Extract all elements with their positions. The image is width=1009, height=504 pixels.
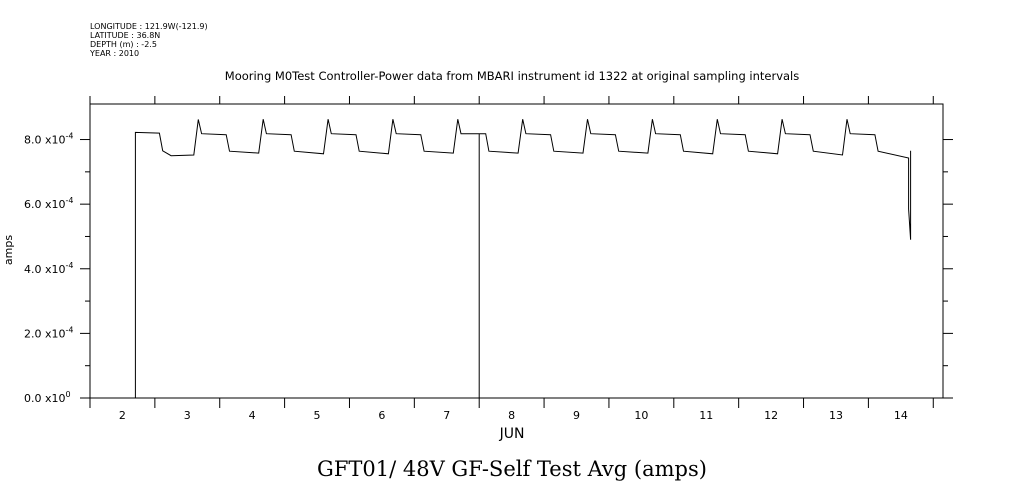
chart-title: Mooring M0Test Controller-Power data fro… xyxy=(225,69,799,83)
chart-subtitle: GFT01/ 48V GF-Self Test Avg (amps) xyxy=(317,457,707,481)
y-tick-label: 6.0 x10-4 xyxy=(24,196,73,211)
x-tick-label: 13 xyxy=(829,409,843,422)
x-tick-label: 4 xyxy=(249,409,256,422)
year-label: YEAR : 2010 xyxy=(90,49,140,58)
x-tick-label: 7 xyxy=(443,409,450,422)
x-tick-label: 11 xyxy=(699,409,713,422)
x-tick-label: 6 xyxy=(378,409,385,422)
latitude-label: LATITUDE : 36.8N xyxy=(90,31,161,40)
y-axis-ticks: 0.0 x100 2.0 x10-4 4.0 x10-4 6.0 x10-4 8.0 x… xyxy=(24,132,953,405)
x-tick-label: 2 xyxy=(119,409,126,422)
y-tick-label: 8.0 x10-4 xyxy=(24,132,73,147)
y-axis-label: amps xyxy=(2,235,15,265)
x-axis-label: JUN xyxy=(499,426,525,442)
x-axis-ticks: 2 3 4 5 6 7 8 9 10 11 12 13 14 xyxy=(89,96,934,422)
y-tick-label: 0.0 x100 xyxy=(24,390,71,405)
x-tick-label: 10 xyxy=(634,409,648,422)
x-tick-label: 14 xyxy=(894,409,908,422)
x-tick-label: 5 xyxy=(314,409,321,422)
x-tick-label: 9 xyxy=(573,409,580,422)
longitude-label: LONGITUDE : 121.9W(-121.9) xyxy=(90,22,208,31)
plot-frame xyxy=(89,103,944,399)
y-tick-label: 4.0 x10-4 xyxy=(24,261,73,276)
series-line xyxy=(134,119,912,398)
x-tick-label: 12 xyxy=(764,409,778,422)
mooring-metadata: LONGITUDE : 121.9W(-121.9) LATITUDE : 36… xyxy=(90,22,208,58)
x-tick-label: 8 xyxy=(508,409,515,422)
y-tick-label: 2.0 x10-4 xyxy=(24,325,73,340)
depth-label: DEPTH (m) : -2.5 xyxy=(90,40,157,49)
x-tick-label: 3 xyxy=(184,409,191,422)
